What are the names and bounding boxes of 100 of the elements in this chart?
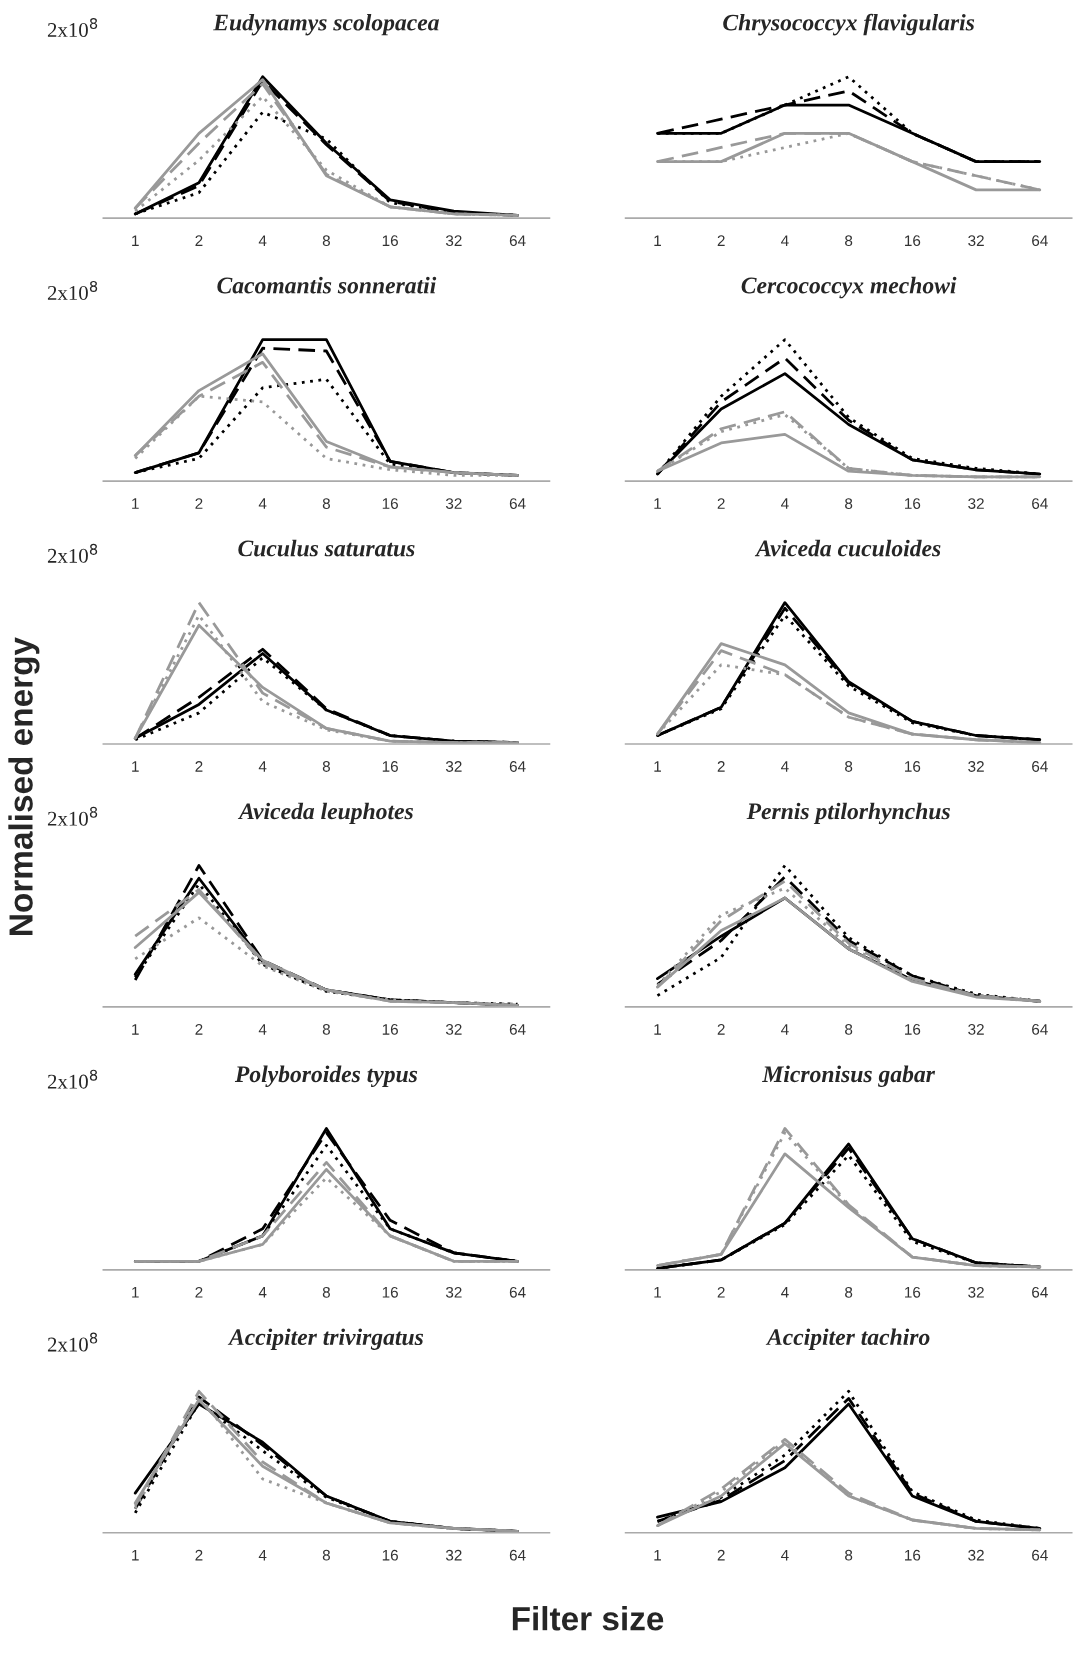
x-tick-label: 1 xyxy=(132,498,139,509)
chart-title: Cercococcyx mechowi xyxy=(741,276,957,299)
x-tick-label: 16 xyxy=(382,1286,398,1298)
chart-title: Accipiter tachiro xyxy=(765,1328,930,1350)
x-tick-label: 32 xyxy=(445,761,462,772)
x-tick-label: 1 xyxy=(132,1549,139,1561)
x-tick-label: 8 xyxy=(845,1023,853,1035)
x-tick-label: 1 xyxy=(654,235,661,246)
x-tick-label: 32 xyxy=(445,1023,462,1035)
x-tick-label: 32 xyxy=(968,498,984,509)
x-tick-label: 8 xyxy=(322,235,330,247)
x-tick-label: 64 xyxy=(1032,235,1048,247)
x-tick-label: 4 xyxy=(258,1024,267,1035)
x-tick-label: 8 xyxy=(845,1549,853,1561)
x-tick-label: 16 xyxy=(905,498,921,509)
x-tick-label: 1 xyxy=(654,1549,661,1561)
chart-title: Cuculus saturatus xyxy=(238,539,415,557)
x-tick-label: 2 xyxy=(717,1549,725,1561)
x-tick-label: 64 xyxy=(1032,1023,1048,1035)
x-tick-label: 4 xyxy=(258,761,267,772)
x-tick-label: 4 xyxy=(781,235,789,246)
chart-title: Cacomantis sonneratii xyxy=(217,276,437,294)
x-tick-label: 64 xyxy=(509,761,526,772)
x-tick-label: 32 xyxy=(968,1549,984,1561)
x-tick-label: 2 xyxy=(195,235,203,246)
x-tick-label: 16 xyxy=(382,1023,398,1035)
x-tick-label: 64 xyxy=(509,498,526,509)
x-axis-title: Filter size xyxy=(512,1606,664,1631)
x-tick-label: 1 xyxy=(654,761,661,772)
x-tick-label: 64 xyxy=(509,1023,526,1035)
x-tick-label: 32 xyxy=(445,498,462,509)
chart-title: Aviceda leuphotes xyxy=(237,802,413,825)
x-tick-label: 32 xyxy=(445,1549,462,1561)
x-tick-label: 8 xyxy=(322,1023,330,1035)
text: 2x10$^{8}$ xyxy=(47,1069,98,1089)
x-tick-label: 2 xyxy=(717,1286,725,1298)
chart-title: Micronisus gabar xyxy=(762,1065,936,1087)
x-tick-label: 8 xyxy=(845,235,853,247)
x-tick-label: 64 xyxy=(509,235,526,247)
x-tick-label: 16 xyxy=(905,1549,921,1561)
x-tick-label: 1 xyxy=(132,1287,139,1298)
x-tick-label: 4 xyxy=(781,761,789,772)
x-tick-label: 64 xyxy=(1032,1286,1048,1298)
x-tick-label: 4 xyxy=(258,1549,267,1561)
chart-title: Pernis ptilorhynchus xyxy=(746,802,950,825)
x-tick-label: 32 xyxy=(968,761,984,772)
x-tick-label: 4 xyxy=(258,1287,267,1298)
x-tick-label: 16 xyxy=(382,498,398,509)
x-tick-label: 16 xyxy=(382,761,398,772)
x-tick-label: 8 xyxy=(322,761,330,772)
x-tick-label: 8 xyxy=(845,761,853,772)
x-tick-label: 4 xyxy=(781,498,789,509)
x-tick-label: 32 xyxy=(445,235,462,247)
chart-title: Polyboroides typus xyxy=(234,1065,418,1088)
x-tick-label: 8 xyxy=(845,498,853,509)
text: 2x10$^{8}$ xyxy=(47,806,98,826)
x-tick-label: 4 xyxy=(781,1024,789,1035)
text: 2x10$^{8}$ xyxy=(47,1332,98,1352)
x-tick-label: 32 xyxy=(445,1286,462,1298)
x-tick-label: 2 xyxy=(195,1023,203,1035)
x-tick-label: 16 xyxy=(905,761,921,772)
x-tick-label: 2 xyxy=(195,1286,203,1298)
x-tick-label: 64 xyxy=(509,1286,526,1298)
chart-title: Accipiter trivirgatus xyxy=(227,1328,424,1350)
x-tick-label: 16 xyxy=(905,235,921,247)
x-tick-label: 1 xyxy=(132,1024,139,1035)
x-tick-label: 8 xyxy=(322,498,330,509)
x-tick-label: 64 xyxy=(509,1549,526,1561)
x-tick-label: 2 xyxy=(717,761,725,772)
text: 2x10$^{8}$ xyxy=(47,543,98,563)
x-tick-label: 8 xyxy=(322,1549,330,1561)
x-tick-label: 4 xyxy=(258,498,267,509)
chart-title: Eudynamys scolopacea xyxy=(213,13,439,36)
x-tick-label: 2 xyxy=(195,761,203,772)
x-tick-label: 16 xyxy=(382,1549,398,1561)
x-tick-label: 4 xyxy=(258,235,267,246)
text: 2x10$^{8}$ xyxy=(47,280,98,300)
x-tick-label: 2 xyxy=(717,1023,725,1035)
chart-title: Aviceda cuculoides xyxy=(754,539,941,557)
x-tick-label: 1 xyxy=(654,1024,661,1035)
chart-title: Chrysococcyx flavigularis xyxy=(723,13,975,36)
x-tick-label: 2 xyxy=(717,235,725,246)
x-tick-label: 4 xyxy=(781,1549,789,1561)
x-tick-label: 8 xyxy=(322,1286,330,1298)
x-tick-label: 64 xyxy=(1032,761,1048,772)
text: 2x10$^{8}$ xyxy=(47,18,98,38)
x-tick-label: 1 xyxy=(132,761,139,772)
x-tick-label: 1 xyxy=(654,1287,661,1298)
x-tick-label: 2 xyxy=(195,498,203,509)
x-tick-label: 64 xyxy=(1032,498,1048,509)
x-tick-label: 32 xyxy=(968,235,984,247)
x-tick-label: 16 xyxy=(382,235,398,247)
x-tick-label: 2 xyxy=(195,1549,203,1561)
x-tick-label: 32 xyxy=(968,1023,984,1035)
x-tick-label: 1 xyxy=(654,498,661,509)
x-tick-label: 64 xyxy=(1032,1549,1048,1561)
y-axis-title: Normalised energy xyxy=(8,637,40,935)
x-tick-label: 2 xyxy=(717,498,725,509)
x-tick-label: 4 xyxy=(781,1287,789,1298)
x-tick-label: 16 xyxy=(905,1023,921,1035)
